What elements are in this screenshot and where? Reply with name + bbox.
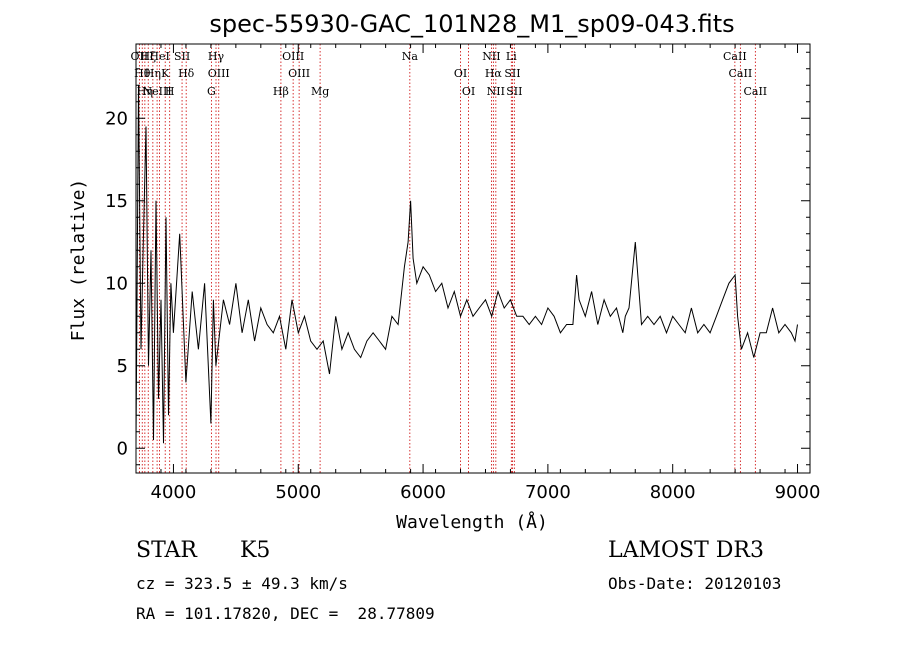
x-axis-ticks: 4000 5000 6000 7000 8000 9000 xyxy=(135,44,821,503)
line-marker-label: Mg xyxy=(311,85,329,98)
line-marker-label: OI xyxy=(462,85,475,98)
line-marker-label: CaII xyxy=(723,50,747,63)
x-tick-label: 5000 xyxy=(275,482,321,503)
line-marker-label: OIII xyxy=(282,50,304,63)
redshift-text: cz = 323.5 ± 49.3 km/s xyxy=(136,574,348,593)
subclass-label: K5 xyxy=(240,538,271,563)
x-tick-label: 8000 xyxy=(650,482,696,503)
line-marker-label: SII xyxy=(504,67,520,80)
line-marker-label: NII xyxy=(487,85,505,98)
line-marker-label: Hα xyxy=(485,67,503,80)
line-marker-label: CaII xyxy=(743,85,767,98)
line-marker-label: K xyxy=(161,67,170,80)
y-tick-label: 10 xyxy=(105,273,128,294)
chart-title: spec-55930-GAC_101N28_M1_sp09-043.fits xyxy=(209,10,734,38)
line-marker-label: G xyxy=(207,85,216,98)
y-tick-label: 5 xyxy=(117,356,128,377)
y-tick-label: 15 xyxy=(105,191,128,212)
obs-date-text: Obs-Date: 20120103 xyxy=(608,574,782,593)
survey-label: LAMOST DR3 xyxy=(608,538,764,563)
x-axis-label: Wavelength (Å) xyxy=(396,511,548,533)
line-marker-label: Hδ xyxy=(178,67,195,80)
y-axis-ticks: 0 5 10 15 20 xyxy=(105,51,810,466)
emission-line-markers xyxy=(138,44,756,473)
y-tick-label: 20 xyxy=(105,108,128,129)
line-marker-label: Hη xyxy=(145,67,161,80)
line-marker-label: SII xyxy=(174,50,190,63)
line-marker-label: H xyxy=(165,85,175,98)
line-marker-label: Hθ xyxy=(134,67,151,80)
y-tick-label: 0 xyxy=(117,438,128,459)
line-marker-label: Hη xyxy=(137,85,153,98)
line-marker-label: NeIII xyxy=(143,85,172,98)
line-marker-label: Na xyxy=(402,50,419,63)
line-marker-label: OI xyxy=(454,67,467,80)
line-marker-label: OIII xyxy=(208,67,230,80)
spectrum-line xyxy=(135,85,798,445)
line-marker-label: Hζ xyxy=(140,50,156,63)
line-marker-label: OII xyxy=(131,50,149,63)
x-tick-label: 6000 xyxy=(400,482,446,503)
y-axis-label: Flux (relative) xyxy=(68,179,89,342)
class-label: STAR xyxy=(136,538,197,563)
plot-frame xyxy=(135,43,811,474)
line-marker-label: Li xyxy=(506,50,517,63)
x-tick-label: 9000 xyxy=(775,482,821,503)
x-tick-label: 4000 xyxy=(151,482,197,503)
line-marker-label: CaII xyxy=(729,67,753,80)
line-marker-label: SII xyxy=(506,85,522,98)
line-marker-label: HeI xyxy=(149,50,169,63)
coordinates-text: RA = 101.17820, DEC = 28.77809 xyxy=(136,604,435,623)
line-marker-label: OIII xyxy=(288,67,310,80)
line-marker-label: Hγ xyxy=(208,50,225,63)
emission-line-labels: OIIHθHηHζHηNeIIIHeIKHSIIHδGHγOIIIHβOIIIO… xyxy=(131,50,768,98)
x-tick-label: 7000 xyxy=(525,482,571,503)
line-marker-label: Hβ xyxy=(273,85,289,98)
line-marker-label: NII xyxy=(482,50,500,63)
